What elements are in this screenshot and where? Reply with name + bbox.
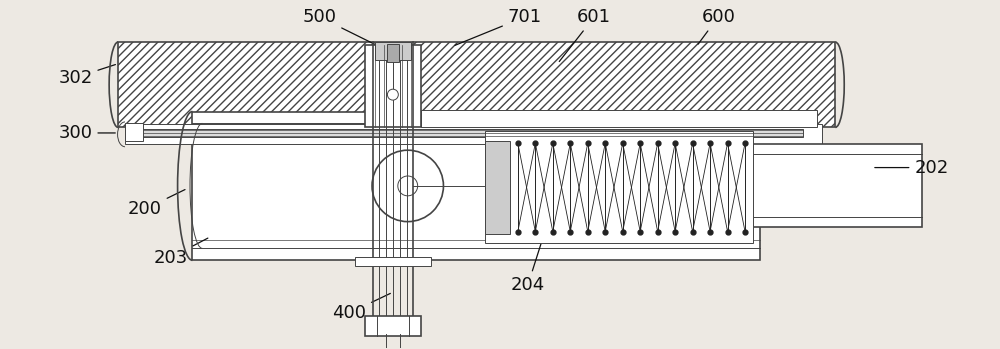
Text: 600: 600 <box>698 8 735 44</box>
Bar <box>485 131 753 244</box>
Text: 300: 300 <box>58 124 115 142</box>
Bar <box>118 42 835 127</box>
Circle shape <box>372 150 443 222</box>
Bar <box>138 129 803 137</box>
Bar <box>192 111 760 260</box>
Text: 204: 204 <box>511 225 547 294</box>
Bar <box>375 42 411 60</box>
Bar <box>355 257 431 266</box>
Bar <box>753 144 922 227</box>
Text: 601: 601 <box>559 8 611 61</box>
Bar <box>365 316 421 336</box>
Bar <box>365 45 421 127</box>
Bar <box>421 110 817 127</box>
Text: 202: 202 <box>875 158 949 177</box>
Text: 302: 302 <box>58 65 115 87</box>
Bar <box>125 124 822 144</box>
Text: 200: 200 <box>128 190 185 218</box>
Text: 500: 500 <box>302 8 376 45</box>
Text: 203: 203 <box>154 238 208 267</box>
Circle shape <box>387 89 398 100</box>
Bar <box>485 141 510 233</box>
Bar <box>387 44 399 62</box>
Bar <box>125 124 143 141</box>
Text: 400: 400 <box>332 294 390 322</box>
Text: 701: 701 <box>455 8 542 45</box>
